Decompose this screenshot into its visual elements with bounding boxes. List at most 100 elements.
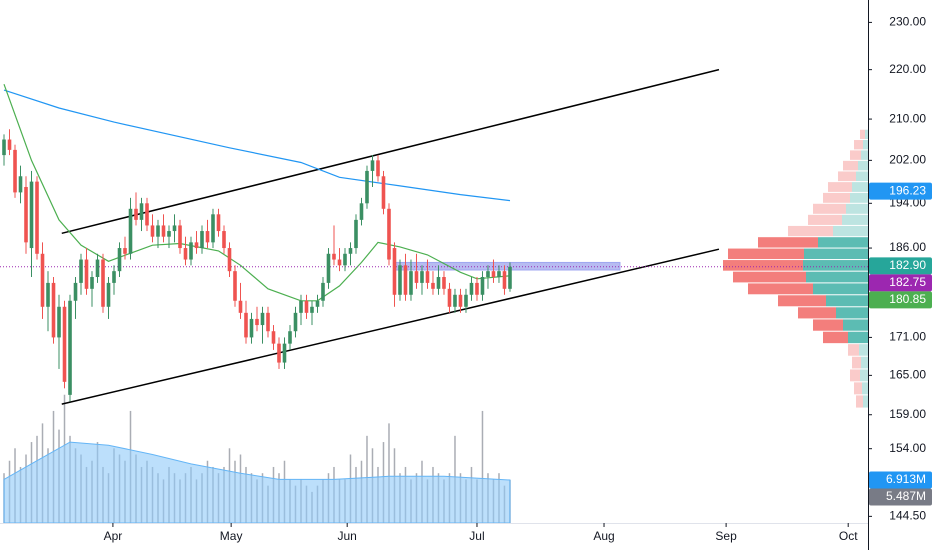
candle-body xyxy=(420,271,424,283)
price-badge xyxy=(869,274,932,292)
candle-body xyxy=(271,331,276,344)
x-tick-label: Aug xyxy=(593,529,614,543)
candle-body xyxy=(216,214,221,232)
candle-body xyxy=(475,282,479,295)
candle-body xyxy=(194,242,199,249)
price-badge-label: 196.23 xyxy=(889,183,926,197)
candle-body xyxy=(464,294,468,307)
candle-body xyxy=(233,271,237,301)
candle-body xyxy=(376,160,380,177)
candle-body xyxy=(128,208,133,254)
candle-body xyxy=(7,139,12,150)
x-tick-label: Sep xyxy=(715,529,737,543)
candle-body xyxy=(222,231,226,249)
profile-down xyxy=(856,395,863,408)
candle-body xyxy=(348,248,353,254)
candle-body xyxy=(447,288,452,307)
candle-body xyxy=(453,294,457,307)
candle-body xyxy=(469,282,474,295)
profile-down xyxy=(848,344,859,356)
candle-body xyxy=(200,231,204,249)
x-tick-label: Jun xyxy=(338,529,357,543)
moving-average xyxy=(3,83,511,302)
candle-body xyxy=(46,282,50,307)
profile-down xyxy=(758,237,818,248)
y-tick-label: 144.50 xyxy=(889,509,926,523)
y-tick-label: 186.00 xyxy=(889,240,926,254)
candle-body xyxy=(95,259,100,278)
candle-body xyxy=(51,282,56,338)
profile-up xyxy=(826,295,868,307)
profile-up xyxy=(863,140,868,150)
price-badge-label: 5.487M xyxy=(886,489,926,503)
profile-up xyxy=(862,382,868,395)
candle-body xyxy=(150,225,155,237)
candle-body xyxy=(497,271,501,278)
profile-up xyxy=(842,214,868,225)
candle-body xyxy=(101,259,105,307)
profile-up xyxy=(856,171,868,182)
x-tick-label: May xyxy=(220,529,243,543)
candle-body xyxy=(90,277,94,289)
candle-body xyxy=(288,331,292,344)
candle-body xyxy=(29,181,34,249)
profile-up xyxy=(803,260,868,271)
profile-up xyxy=(804,248,868,260)
profile-down xyxy=(813,319,843,331)
price-badge xyxy=(869,291,932,309)
candle-body xyxy=(35,181,39,254)
profile-up xyxy=(852,182,868,192)
candle-body xyxy=(326,253,331,283)
candle-body xyxy=(293,312,298,332)
profile-up xyxy=(850,192,868,203)
x-tick-label: Oct xyxy=(839,529,858,543)
profile-up xyxy=(865,129,868,140)
profile-down xyxy=(854,382,862,395)
candle-body xyxy=(332,253,336,260)
profile-down xyxy=(733,271,806,283)
candle-body xyxy=(414,271,419,283)
profile-down xyxy=(854,140,863,150)
profile-up xyxy=(843,319,868,331)
candle-body xyxy=(112,271,116,283)
candle-body xyxy=(178,225,182,249)
candle-body xyxy=(431,282,435,289)
profile-up xyxy=(848,331,868,344)
profile-down xyxy=(723,260,803,271)
candle-body xyxy=(277,343,281,363)
profile-down xyxy=(748,283,813,295)
profile-down xyxy=(850,150,861,160)
candle-body xyxy=(189,242,193,260)
price-badge xyxy=(869,471,932,489)
y-tick-label: 210.00 xyxy=(889,111,926,125)
candle-body xyxy=(68,300,72,395)
y-tick-label: 154.00 xyxy=(889,441,926,455)
profile-down xyxy=(860,129,865,140)
candle-body xyxy=(304,300,309,313)
candle-body xyxy=(425,271,430,283)
candle-body xyxy=(24,186,28,243)
candle-body xyxy=(167,231,171,237)
price-badge xyxy=(869,488,932,506)
candle-body xyxy=(57,306,61,338)
volume-ma-area xyxy=(3,441,511,524)
candle-body xyxy=(343,253,347,266)
candle-body xyxy=(106,282,111,307)
candle-body xyxy=(442,277,446,289)
candle-body xyxy=(359,203,364,220)
x-tick-label: Apr xyxy=(104,529,123,543)
profile-up xyxy=(861,150,868,160)
price-badge xyxy=(869,257,932,275)
candle-body xyxy=(117,248,122,272)
y-tick-label: 220.00 xyxy=(889,62,926,76)
candle-body xyxy=(18,176,23,193)
candle-body xyxy=(62,306,67,382)
profile-down xyxy=(798,307,836,319)
profile-up xyxy=(863,395,868,408)
trend-line xyxy=(61,248,720,405)
profile-up xyxy=(813,283,868,295)
profile-up xyxy=(806,271,868,283)
candle-body xyxy=(310,306,314,313)
candle-body xyxy=(282,343,287,363)
profile-up xyxy=(859,344,868,356)
